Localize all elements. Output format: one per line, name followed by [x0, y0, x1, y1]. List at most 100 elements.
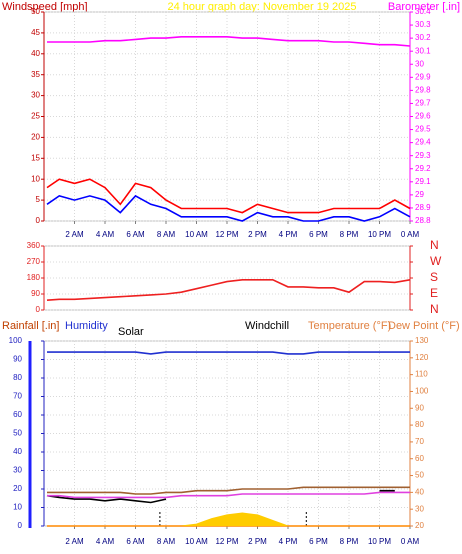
x-tick-label: 0 AM — [401, 537, 420, 546]
y-tick-label: 90 — [31, 289, 40, 298]
y-tick-label: 30 — [13, 466, 22, 475]
x-tick-label: 4 PM — [279, 537, 298, 546]
x-tick-label: 8 PM — [340, 230, 359, 239]
y-tick-label: 70 — [13, 392, 22, 401]
y2-tick-label: S — [430, 270, 438, 284]
y2-tick-label: 130 — [415, 336, 429, 345]
x-tick-label: 6 PM — [309, 537, 328, 546]
line — [47, 491, 410, 499]
y2-tick-label: N — [430, 302, 439, 316]
y2-tick-label: 29 — [415, 190, 424, 199]
x-tick-label: 2 PM — [248, 537, 267, 546]
y2-tick-label: N — [430, 238, 439, 252]
y-tick-label: 20 — [13, 484, 22, 493]
x-tick-label: 4 AM — [96, 537, 115, 546]
y2-tick-label: 29.6 — [415, 112, 431, 121]
y2-tick-label: 29.9 — [415, 72, 431, 81]
y-tick-label: 20 — [31, 133, 40, 142]
legend-label: Dew Point (°F) — [388, 320, 460, 332]
legend-label: Solar — [118, 326, 144, 338]
y-tick-label: 0 — [18, 521, 23, 530]
y-tick-label: 180 — [27, 273, 41, 282]
y2-tick-label: 100 — [415, 387, 429, 396]
y2-tick-label: 110 — [415, 370, 428, 379]
y2-tick-label: 60 — [415, 454, 424, 463]
x-tick-label: 0 AM — [401, 230, 420, 239]
y2-tick-label: 30 — [415, 504, 424, 513]
y-tick-label: 15 — [31, 153, 40, 162]
y2-tick-label: 29.1 — [415, 177, 431, 186]
legend-label: Rainfall [.in] — [2, 320, 59, 332]
y-tick-label: 0 — [36, 216, 41, 225]
legend-label: Humidity — [65, 320, 108, 332]
y2-tick-label: 120 — [415, 353, 429, 362]
y-tick-label: 360 — [27, 241, 41, 250]
x-tick-label: 6 AM — [126, 230, 145, 239]
y-tick-label: 60 — [13, 410, 22, 419]
y2-axis-label: Barometer [.in] — [388, 1, 460, 13]
x-tick-label: 8 PM — [340, 537, 359, 546]
x-tick-label: 12 PM — [215, 537, 238, 546]
chart-title: 24 hour graph day: November 19 2025 — [168, 1, 357, 13]
x-tick-label: 6 PM — [309, 230, 328, 239]
y2-tick-label: 29.5 — [415, 125, 431, 134]
y-tick-label: 10 — [13, 503, 22, 512]
x-tick-label: 2 PM — [248, 230, 267, 239]
y-axis-label: Windspeed [mph] — [2, 1, 88, 13]
y2-tick-label: E — [430, 286, 438, 300]
line — [47, 36, 411, 47]
y2-tick-label: 30.4 — [415, 7, 431, 16]
y2-tick-label: 29.7 — [415, 99, 431, 108]
legend-label: Windchill — [245, 320, 289, 332]
x-tick-label: 10 AM — [185, 537, 208, 546]
y2-tick-label: 28.8 — [415, 216, 431, 225]
line — [46, 279, 411, 301]
y-tick-label: 270 — [27, 257, 41, 266]
y-tick-label: 35 — [31, 70, 40, 79]
x-tick-label: 4 AM — [96, 230, 115, 239]
line — [47, 351, 410, 355]
y2-tick-label: 80 — [415, 420, 424, 429]
y2-tick-label: 30.3 — [415, 20, 431, 29]
y-tick-label: 80 — [13, 373, 22, 382]
y2-tick-label: 50 — [415, 471, 424, 480]
x-tick-label: 12 PM — [215, 230, 238, 239]
legend-label: Temperature (°F) — [308, 320, 391, 332]
y-tick-label: 40 — [31, 49, 40, 58]
x-tick-label: 6 AM — [126, 537, 145, 546]
y2-tick-label: 30 — [415, 59, 424, 68]
x-tick-label: 2 AM — [65, 230, 84, 239]
line — [46, 489, 395, 504]
y-tick-label: 5 — [36, 195, 41, 204]
y2-tick-label: 20 — [415, 521, 424, 530]
y-tick-label: 0 — [36, 305, 41, 314]
y-tick-label: 50 — [13, 429, 22, 438]
x-tick-label: 10 AM — [185, 230, 208, 239]
line — [47, 486, 410, 495]
area — [47, 512, 410, 527]
y2-tick-label: 90 — [415, 403, 424, 412]
y2-tick-label: 28.9 — [415, 203, 431, 212]
y-tick-label: 45 — [31, 28, 40, 37]
y-tick-label: 90 — [13, 355, 22, 364]
line — [46, 178, 411, 214]
y2-tick-label: 30.2 — [415, 33, 431, 42]
y-tick-label: 25 — [31, 112, 40, 121]
y2-tick-label: 30.1 — [415, 46, 431, 55]
y2-tick-label: 29.3 — [415, 151, 431, 160]
y-tick-label: 50 — [31, 7, 40, 16]
x-tick-label: 8 AM — [157, 230, 176, 239]
y2-tick-label: 40 — [415, 487, 424, 496]
y2-tick-label: 29.2 — [415, 164, 431, 173]
x-tick-label: 2 AM — [65, 537, 84, 546]
y-tick-label: 10 — [31, 174, 40, 183]
y-tick-label: 100 — [9, 336, 23, 345]
x-tick-label: 10 PM — [368, 230, 391, 239]
y2-tick-label: 70 — [415, 437, 424, 446]
line — [46, 194, 411, 222]
x-tick-label: 4 PM — [279, 230, 298, 239]
x-tick-label: 10 PM — [368, 537, 391, 546]
y2-tick-label: 29.8 — [415, 85, 431, 94]
y2-tick-label: W — [430, 254, 442, 268]
